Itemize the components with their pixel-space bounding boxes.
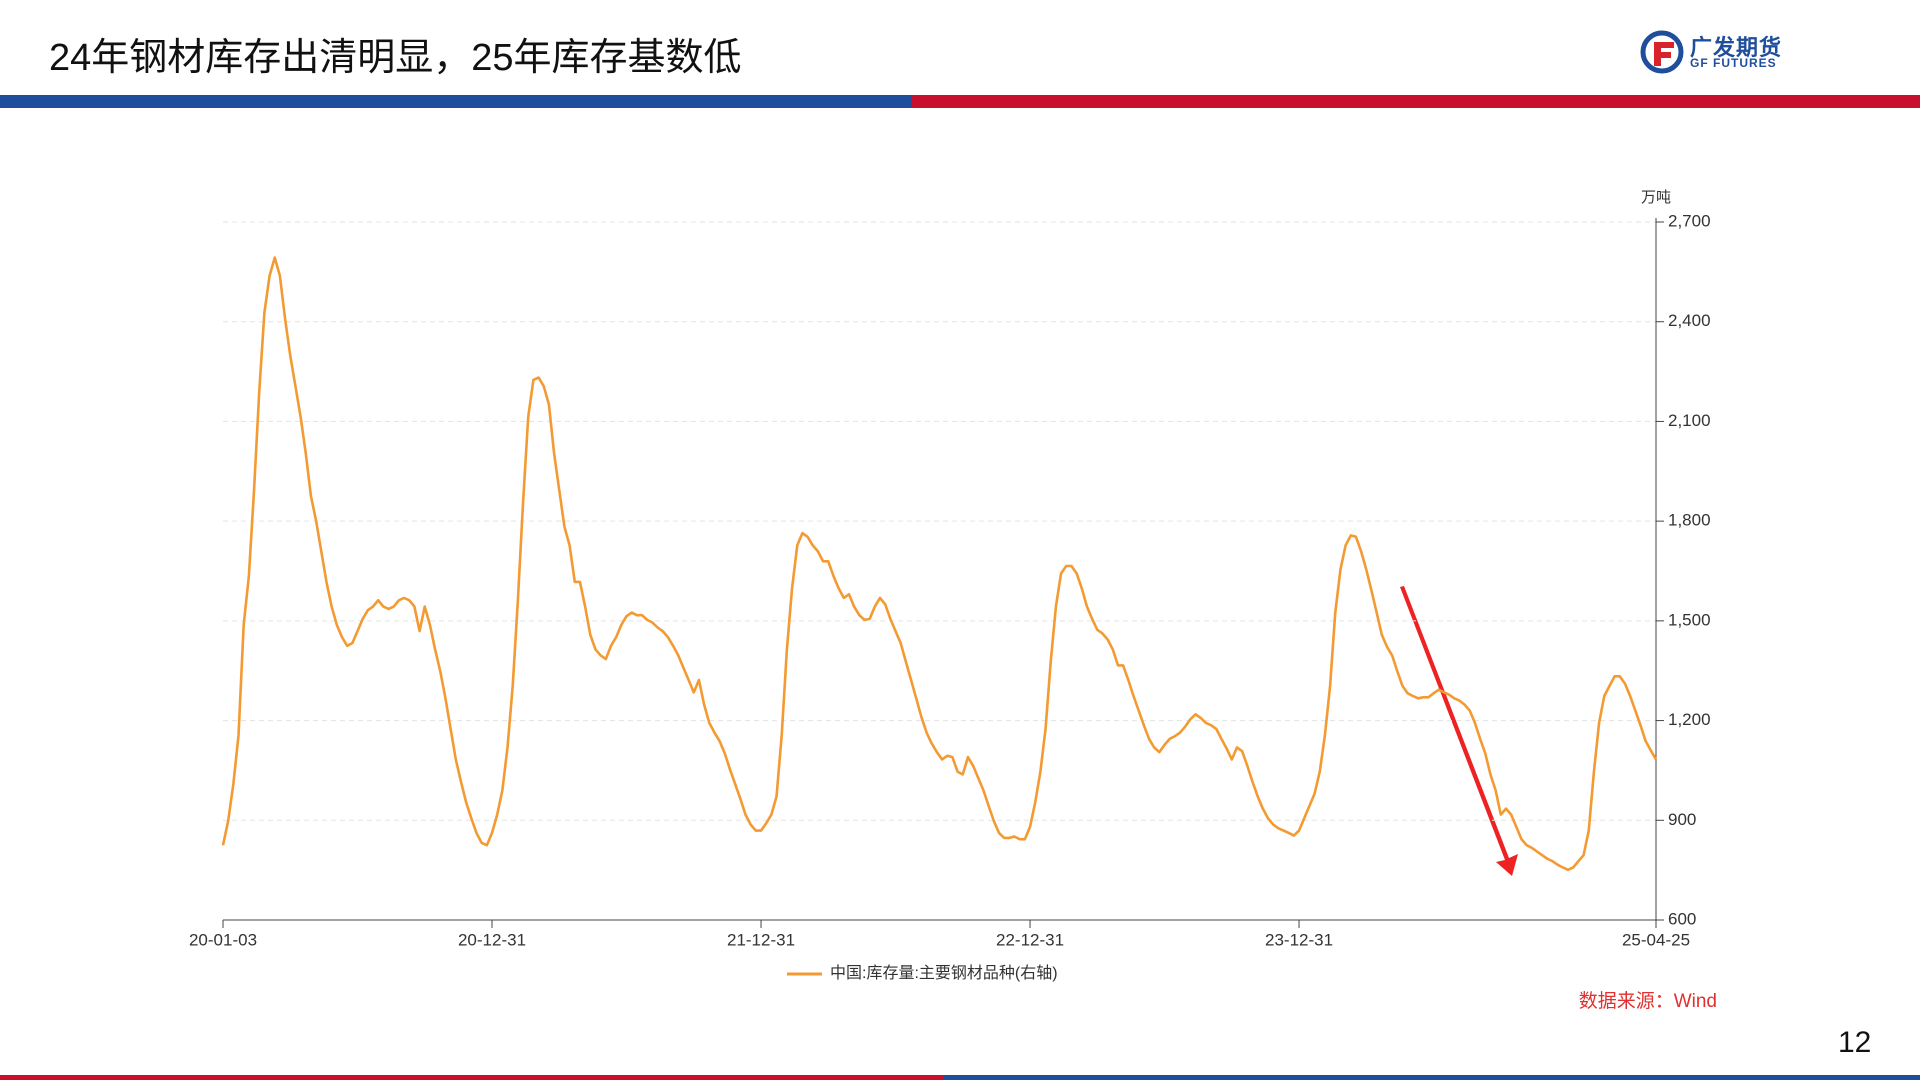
y-tick-label: 900 — [1668, 810, 1696, 829]
page-number: 12 — [1838, 1026, 1872, 1059]
y-tick-label: 600 — [1668, 909, 1696, 928]
source-note: 数据来源：Wind — [1579, 990, 1717, 1012]
footer-bar — [0, 1075, 943, 1080]
y-tick-label: 1,500 — [1668, 610, 1711, 629]
logo-name: 广发期货 — [1690, 35, 1783, 60]
y-tick-label: 2,400 — [1668, 311, 1711, 330]
annotation-arrow — [1400, 586, 1518, 876]
x-tick-label: 25-04-25 — [1622, 930, 1690, 949]
y-tick-label: 1,800 — [1668, 511, 1711, 530]
header-bar — [912, 95, 1920, 108]
slide-title: 24年钢材库存出清明显，25年库存基数低 — [49, 37, 742, 79]
header-bar — [0, 95, 912, 108]
logo-english: GF FUTURES — [1690, 56, 1777, 70]
x-tick-label: 20-01-03 — [189, 930, 257, 949]
y-tick-label: 2,100 — [1668, 411, 1711, 430]
data-line — [221, 256, 1658, 872]
x-tick-label: 22-12-31 — [996, 930, 1064, 949]
y-axis-unit: 万吨 — [1641, 189, 1671, 206]
logo-mark — [1640, 30, 1684, 74]
x-tick-label: 20-12-31 — [458, 930, 526, 949]
legend-label: 中国:库存量:主要钢材品种(右轴) — [830, 964, 1058, 982]
y-tick-label: 2,700 — [1668, 211, 1711, 230]
y-tick-label: 1,200 — [1668, 710, 1711, 729]
x-tick-label: 23-12-31 — [1265, 930, 1333, 949]
footer-bar — [943, 1075, 1920, 1080]
x-tick-label: 21-12-31 — [727, 930, 795, 949]
